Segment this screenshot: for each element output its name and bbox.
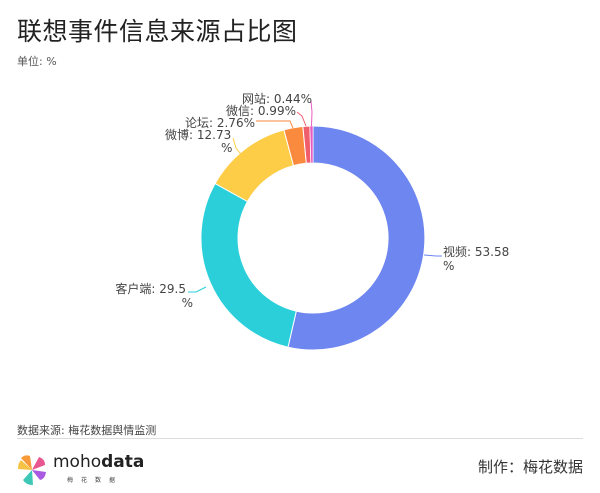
mohodata-logo: mohodata 梅花数据 [15,452,144,488]
label-wechat: 微信: 0.99% [226,104,296,118]
chart-title: 联想事件信息来源占比图 [17,17,298,46]
leader-video [423,254,442,257]
slice-video[interactable] [287,125,426,351]
label-client: 客户端: 29.5 [115,281,186,296]
footer-divider [17,438,583,439]
label-website: 网站: 0.44% [242,92,312,106]
label-weibo: 微博: 12.73 [165,127,231,142]
data-source: 数据来源: 梅花数据舆情监测 [17,424,157,437]
leader-client [188,286,207,293]
donut-chart: 视频: 53.58 % 客户端: 29.5 % 微博: 12.73 % 论坛: … [115,92,509,351]
label-client-pct: % [182,296,193,310]
unit-label: 单位: % [17,55,57,68]
credit-text: 制作：梅花数据 [477,458,583,476]
leader-website [310,100,313,127]
logo-wordmark: mohodata [53,452,145,472]
pinwheel-logo-icon [18,455,46,485]
label-video: 视频: 53.58 [443,244,509,259]
leader-weibo [232,137,245,159]
label-video-pct: % [443,259,454,273]
leader-wechat [296,111,307,127]
label-weibo-pct: % [221,141,232,155]
label-forum: 论坛: 2.76% [185,116,255,130]
logo-subtitle: 梅花数据 [67,477,124,484]
slice-website[interactable] [309,125,314,164]
slice-client[interactable] [200,182,297,348]
leader-forum [256,120,294,129]
